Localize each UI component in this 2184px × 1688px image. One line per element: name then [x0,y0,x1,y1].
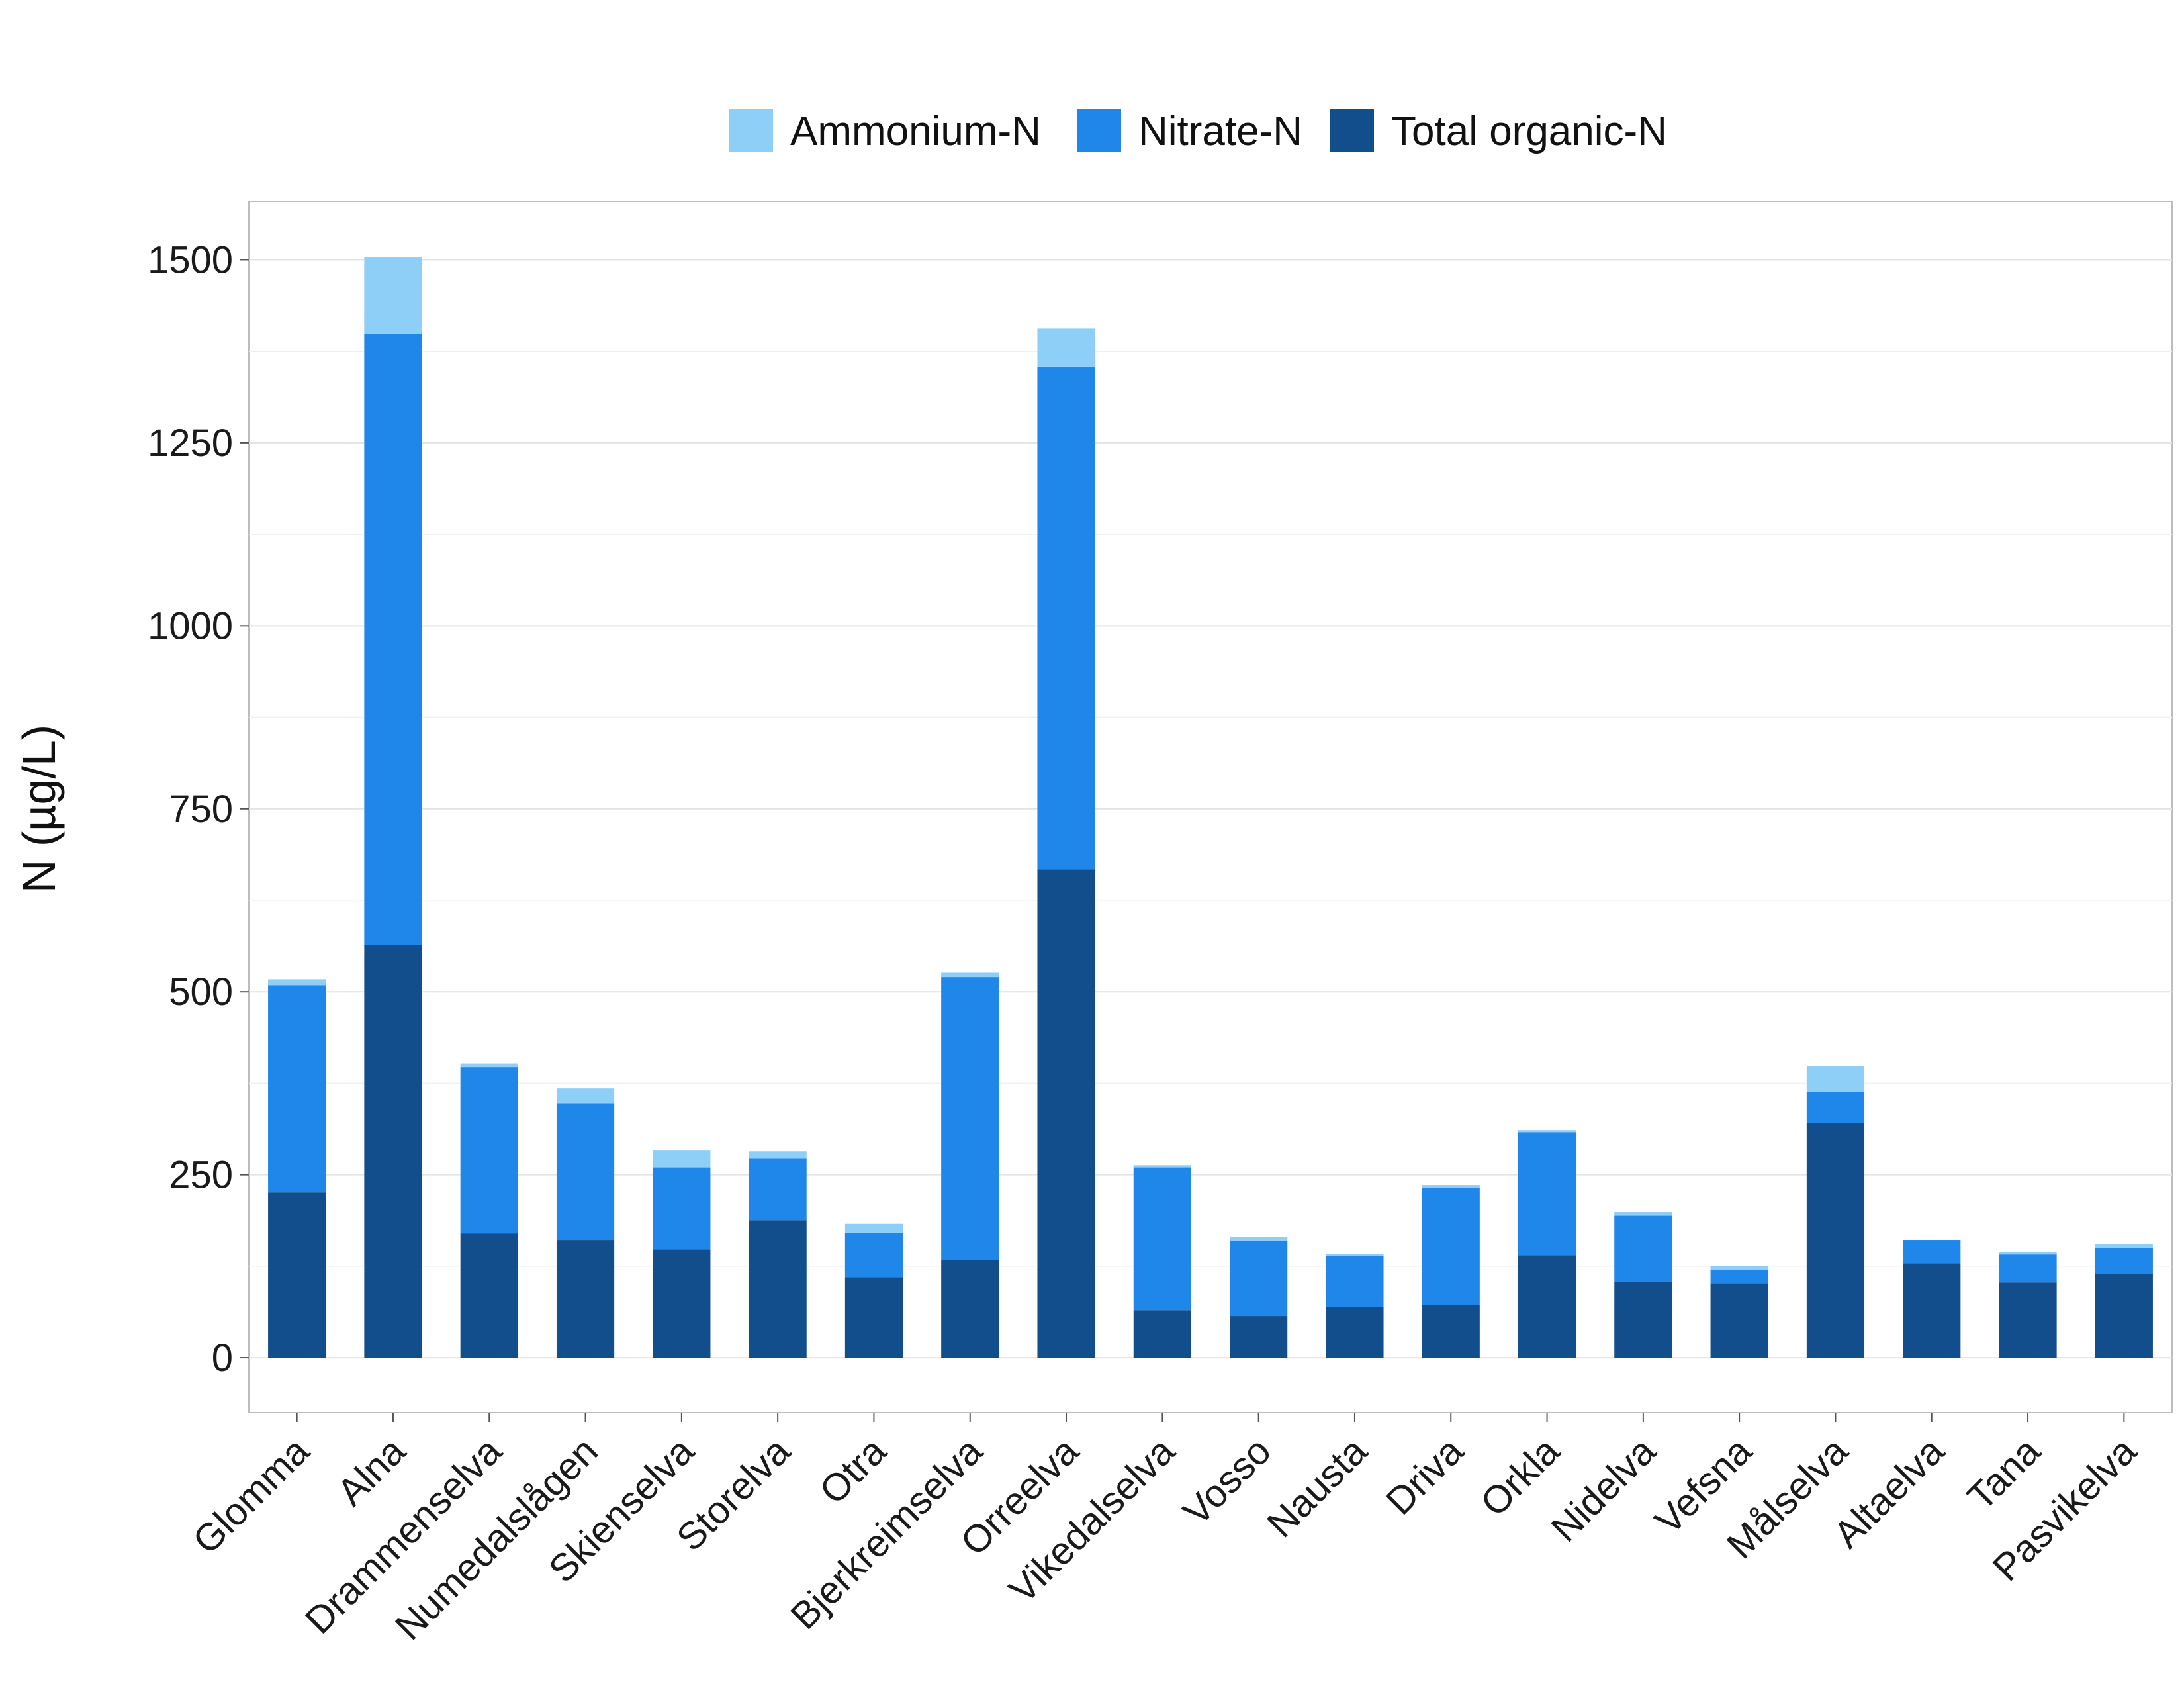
x-tick-label: Nausta [1259,1429,1375,1546]
x-tick-label: Driva [1378,1429,1472,1523]
y-tick-label: 250 [169,1154,233,1197]
bar-segment [2095,1244,2153,1248]
bar-segment [1037,869,1095,1358]
bar-segment [556,1103,615,1241]
bar-segment [1230,1316,1288,1358]
bar-segment [941,972,999,978]
bar-segment [1037,328,1095,367]
bar-segment [1710,1270,1768,1284]
bar-segment [268,979,326,986]
bar-segment [1518,1130,1576,1133]
y-axis-title: N (µg/L) [13,725,65,893]
bar-segment [1614,1212,1672,1216]
bar-segment [556,1240,615,1358]
bar-segment [844,1277,903,1358]
bar-segment [1903,1263,1961,1358]
bar-segment [1133,1167,1191,1311]
bar-segment [460,1063,518,1068]
bar-segment [1133,1310,1191,1358]
bar-segment [1326,1256,1384,1307]
bar-segment [653,1249,711,1358]
bar-segment [1806,1123,1865,1358]
x-axis: Glomma AlnaDrammenselvaNumedalslågenSkien… [185,1413,2145,1648]
bar-segment [1903,1240,1961,1264]
bar-segment [1614,1215,1672,1282]
bar-segment [1422,1185,1480,1188]
bar-segment [749,1220,807,1358]
x-tick-label: Nidelva [1543,1429,1664,1550]
x-tick-label: Otra [811,1429,895,1513]
y-tick-label: 1500 [148,238,233,281]
bar-segment [1518,1255,1576,1358]
bar-segment [1999,1254,2057,1283]
legend-label: Total organic-N [1391,109,1667,154]
legend-swatch [1330,109,1374,152]
legend-label: Nitrate-N [1138,109,1302,154]
legend: Ammonium-N Nitrate-N Total organic-N [729,109,1667,154]
legend-label: Ammonium-N [790,109,1041,154]
bar-segment [364,334,422,945]
bar-segment [844,1223,903,1233]
bar-segment [1326,1307,1384,1358]
y-tick-label: 1000 [148,604,233,647]
y-axis: 0 250 500 750 1000 1250 1500 [148,238,249,1380]
x-tick-label: Vikedalselva [1001,1429,1183,1612]
bar-segment [1999,1252,2057,1255]
bar-segment [749,1151,807,1159]
y-tick-label: 500 [169,970,233,1013]
bar-segment [2095,1274,2153,1358]
bars [268,257,2153,1358]
y-tick-label: 750 [169,788,233,831]
bar-segment [1422,1305,1480,1358]
bar-segment [556,1088,615,1104]
bar-segment [844,1232,903,1278]
bar-segment [1806,1092,1865,1123]
bar-segment [941,977,999,1261]
plot-panel [248,201,2173,1413]
bar-segment [1710,1283,1768,1358]
bar-segment [460,1067,518,1234]
bar-segment [1037,366,1095,870]
bar-segment [941,1260,999,1358]
bar-segment [1230,1241,1288,1317]
bar-segment [653,1167,711,1250]
legend-swatch [729,109,773,152]
y-tick-label: 1250 [148,422,233,465]
bar-segment [1230,1237,1288,1241]
bar-segment [460,1233,518,1358]
bar-segment [1710,1266,1768,1270]
bar-segment [364,257,422,334]
legend-swatch [1077,109,1121,152]
bar-segment [1614,1282,1672,1358]
bar-segment [1422,1188,1480,1305]
bar-segment [268,1192,326,1358]
y-tick-label: 0 [212,1336,233,1380]
bar-segment [653,1150,711,1168]
bar-segment [1133,1165,1191,1168]
bar-segment [1518,1132,1576,1256]
bar-segment [1326,1254,1384,1256]
x-tick-label: Glomma [185,1429,318,1562]
bar-segment [2095,1248,2153,1275]
x-tick-label: Tana [1959,1429,2048,1519]
bar-segment [364,945,422,1358]
bar-segment [1999,1282,2057,1358]
bar-segment [749,1158,807,1221]
bar-segment [1806,1066,1865,1092]
x-tick-label: Alna [329,1429,414,1515]
bar-segment [268,985,326,1193]
